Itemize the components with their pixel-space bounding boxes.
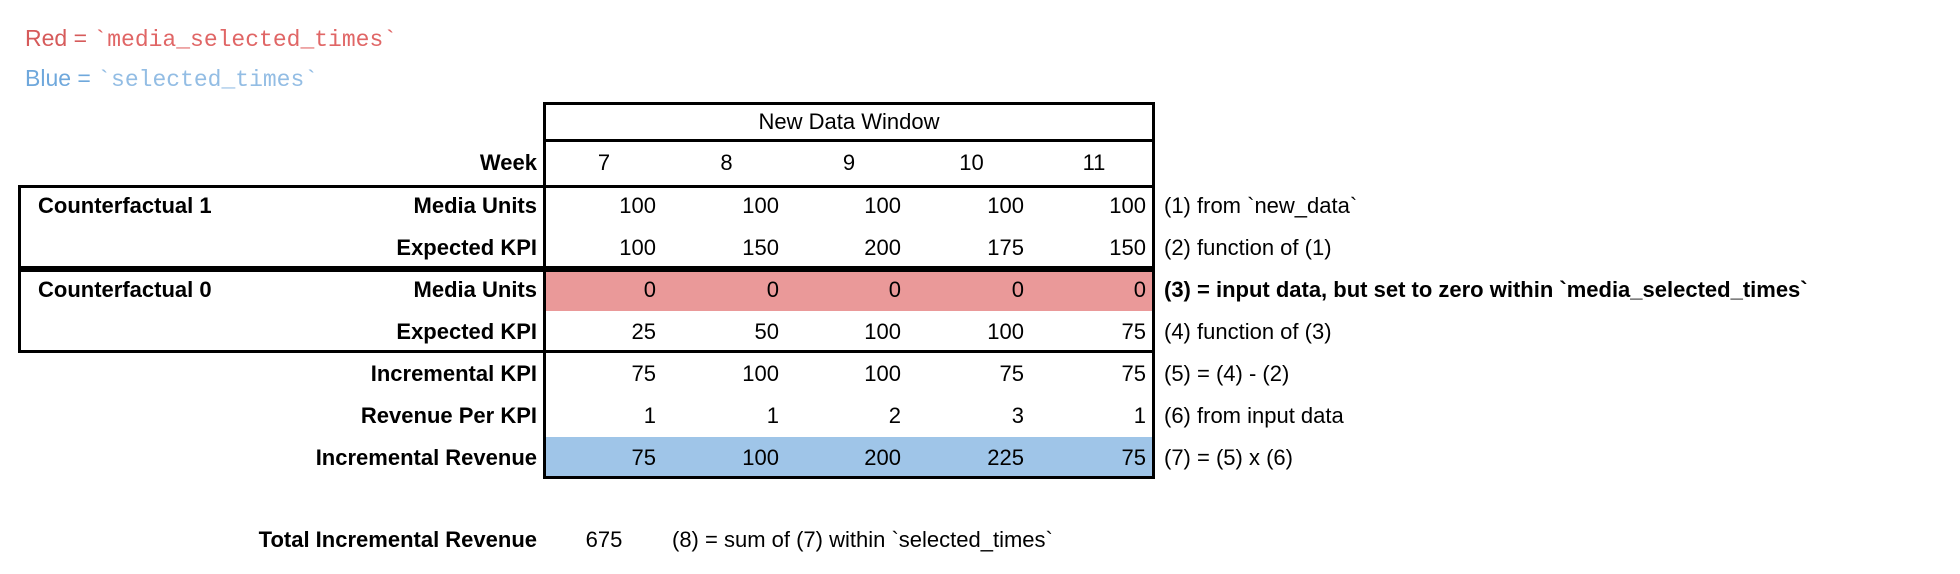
cell: 75 xyxy=(999,361,1024,386)
cell: 100 xyxy=(742,193,779,218)
table-left-border xyxy=(543,142,546,479)
row-annotation: (1) from `new_data` xyxy=(1164,193,1358,218)
red-highlight-band xyxy=(546,272,1152,311)
cell: 2 xyxy=(888,403,901,428)
cell: 0 xyxy=(888,277,901,302)
cell: 100 xyxy=(619,193,656,218)
cell: 225 xyxy=(987,445,1024,470)
table-header-title: New Data Window xyxy=(758,109,940,134)
legend-red-label: Red = xyxy=(25,25,94,51)
cell: 100 xyxy=(864,319,901,344)
legend-blue-label: Blue = xyxy=(25,65,98,91)
cell: 100 xyxy=(1109,193,1146,218)
row-label: Revenue Per KPI xyxy=(360,403,537,428)
blue-highlight-band xyxy=(546,437,1152,476)
row-annotation: (6) from input data xyxy=(1164,403,1344,428)
cell: 0 xyxy=(1133,277,1146,302)
row-label: Expected KPI xyxy=(396,319,537,344)
legend-blue-line: Blue = `selected_times` xyxy=(25,58,318,98)
row-annotation: (7) = (5) x (6) xyxy=(1164,445,1293,470)
total-label: Total Incremental Revenue xyxy=(258,527,537,552)
cell: 100 xyxy=(619,235,656,260)
week-cell: 10 xyxy=(959,150,984,175)
cell: 75 xyxy=(1121,445,1146,470)
cell: 150 xyxy=(1109,235,1146,260)
cell: 75 xyxy=(1121,361,1146,386)
legend-red-code: `media_selected_times` xyxy=(93,27,398,53)
cell: 75 xyxy=(1121,319,1146,344)
cell: 0 xyxy=(766,277,779,302)
cell: 100 xyxy=(864,193,901,218)
row-label: Incremental KPI xyxy=(370,361,537,386)
cell: 0 xyxy=(1011,277,1024,302)
legend-red-line: Red = `media_selected_times` xyxy=(25,18,397,58)
cell: 75 xyxy=(631,361,656,386)
cell: 150 xyxy=(742,235,779,260)
row-label: Media Units xyxy=(413,277,537,302)
header-box-border xyxy=(543,102,1155,142)
row-annotation: (5) = (4) - (2) xyxy=(1164,361,1290,386)
cell: 175 xyxy=(987,235,1024,260)
cell: 100 xyxy=(987,319,1024,344)
week-cell: 11 xyxy=(1082,150,1106,175)
cell: 100 xyxy=(742,361,779,386)
counterfactual-0-box xyxy=(18,269,1155,353)
cell: 100 xyxy=(742,445,779,470)
group-label-counterfactual-1: Counterfactual 1 xyxy=(38,193,212,218)
cell: 200 xyxy=(864,235,901,260)
table-bottom-border xyxy=(543,476,1155,479)
total-annotation: (8) = sum of (7) within `selected_times` xyxy=(672,527,1053,552)
cell: 200 xyxy=(864,445,901,470)
cell: 1 xyxy=(643,403,656,428)
cell: 50 xyxy=(754,319,779,344)
row-annotation: (2) function of (1) xyxy=(1164,235,1332,260)
cell: 25 xyxy=(631,319,656,344)
cell: 1 xyxy=(766,403,779,428)
legend-blue-code: `selected_times` xyxy=(97,67,319,93)
row-label: Expected KPI xyxy=(396,235,537,260)
counterfactual-1-box xyxy=(18,185,1155,269)
week-cell: 7 xyxy=(597,150,611,175)
cell: 0 xyxy=(643,277,656,302)
group-label-counterfactual-0: Counterfactual 0 xyxy=(38,277,212,302)
cell: 1 xyxy=(1133,403,1146,428)
week-cell: 8 xyxy=(720,150,733,175)
cell: 100 xyxy=(987,193,1024,218)
row-label: Media Units xyxy=(413,193,537,218)
row-annotation: (4) function of (3) xyxy=(1164,319,1332,344)
cell: 100 xyxy=(864,361,901,386)
total-value: 675 xyxy=(585,527,623,552)
cell: 75 xyxy=(631,445,656,470)
row-label: Incremental Revenue xyxy=(315,445,537,470)
cell: 3 xyxy=(1011,403,1024,428)
week-row-label: Week xyxy=(479,150,537,175)
row-annotation: (3) = input data, but set to zero within… xyxy=(1164,277,1808,302)
week-cell: 9 xyxy=(842,150,856,175)
